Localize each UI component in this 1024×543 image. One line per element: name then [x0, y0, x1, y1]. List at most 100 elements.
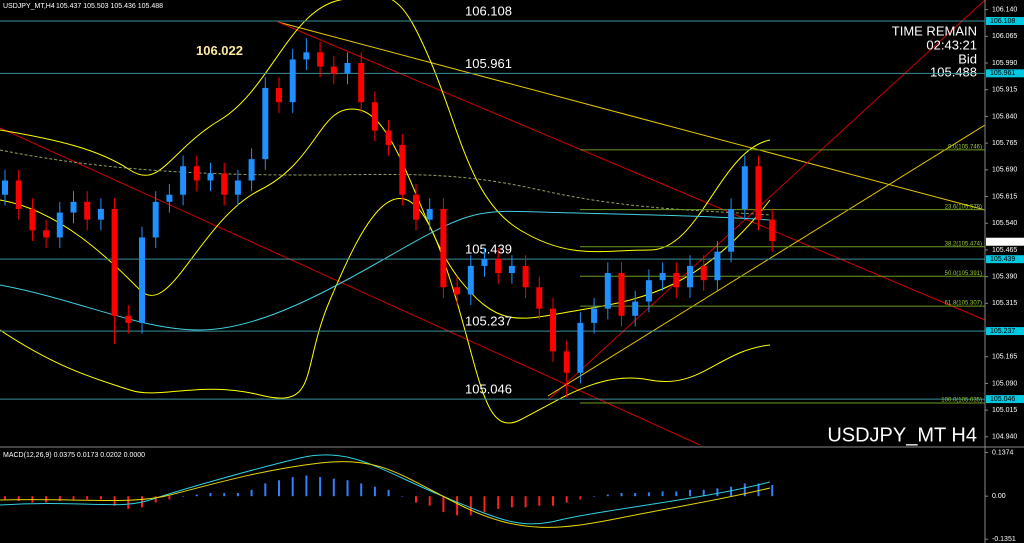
- macd-bar: [593, 496, 596, 497]
- level-label: 105.961: [465, 56, 512, 71]
- candle-body: [15, 180, 22, 209]
- macd-bar: [675, 491, 678, 497]
- macd-bar: [401, 496, 404, 497]
- y-tick-label: 105.465: [992, 247, 1017, 254]
- trend-line: [277, 21, 986, 211]
- macd-bar: [154, 496, 157, 503]
- macd-bar: [538, 496, 541, 506]
- macd-bar: [469, 496, 472, 516]
- candle-body: [481, 258, 488, 266]
- candle-body: [2, 180, 8, 195]
- fib-label: 38.2(105.474): [945, 241, 982, 247]
- macd-title: MACD(12,26,9) 0.0375 0.0173 0.0202 0.000…: [3, 452, 145, 459]
- band-line: [0, 0, 771, 253]
- candle-body: [495, 258, 502, 274]
- candle-body: [344, 63, 351, 74]
- macd-bar: [319, 477, 322, 497]
- macd-bar: [524, 496, 527, 508]
- macd-bar: [291, 477, 294, 497]
- level-axis-label: 105.439: [990, 256, 1015, 263]
- macd-bar: [689, 489, 691, 497]
- candle-body: [714, 251, 721, 281]
- macd-bar: [58, 496, 61, 501]
- macd-bar: [483, 496, 486, 513]
- candle-body: [358, 63, 365, 103]
- y-tick-label: 104.940: [992, 434, 1017, 441]
- level-marker: [986, 395, 1024, 404]
- candle-body: [317, 52, 324, 67]
- bid: 105.488: [930, 64, 977, 79]
- candle-body: [125, 315, 132, 323]
- signal-line: [0, 461, 771, 528]
- candle-body: [97, 208, 104, 220]
- macd-bar: [716, 488, 719, 497]
- level-marker: [986, 69, 1024, 78]
- candle-body: [399, 144, 406, 195]
- candle-body: [508, 265, 515, 274]
- macd-bar: [743, 483, 746, 497]
- y-tick-label: 105.015: [992, 407, 1017, 414]
- level-label: 105.439: [465, 242, 512, 257]
- macd-bar: [702, 489, 705, 497]
- fib-label: 50.0(105.391): [945, 271, 982, 277]
- macd-bar: [223, 493, 226, 497]
- candle-body: [385, 130, 392, 145]
- candle-body: [659, 273, 666, 281]
- fib-label: 100.0(105.035): [941, 398, 982, 404]
- macd-bar: [99, 496, 102, 500]
- macd-bar: [195, 494, 198, 497]
- macd-bar: [771, 485, 774, 497]
- candle-body: [248, 159, 255, 181]
- macd-bar: [360, 483, 363, 497]
- candle-body: [413, 194, 419, 220]
- macd-bar: [209, 493, 212, 497]
- candle-body: [645, 280, 652, 302]
- candle-body: [426, 208, 433, 220]
- candle-body: [769, 219, 776, 242]
- macd-bar: [332, 478, 335, 497]
- macd-bar: [305, 475, 308, 497]
- level-axis-label: 105.046: [990, 396, 1015, 403]
- y-tick-label: 106.140: [992, 6, 1017, 13]
- candle-body: [467, 265, 474, 295]
- macd-bar: [661, 491, 664, 497]
- macd-bar: [606, 494, 609, 497]
- y-tick-label: 105.615: [992, 193, 1017, 200]
- candle-body: [289, 59, 296, 103]
- y-tick-label: 105.990: [992, 60, 1017, 67]
- candle-body: [755, 166, 762, 220]
- candle-body: [234, 180, 241, 195]
- macd-bar: [497, 496, 500, 509]
- trend-line: [277, 21, 986, 321]
- macd-bar: [182, 496, 185, 497]
- candle-body: [604, 273, 611, 309]
- macd-tick-label: -0.1351: [992, 536, 1016, 543]
- candle-body: [618, 273, 625, 316]
- y-tick-label: 105.315: [992, 300, 1017, 307]
- macd-bar: [428, 496, 431, 506]
- candle-body: [303, 52, 310, 60]
- macd-bar: [250, 489, 253, 497]
- y-tick-label: 105.765: [992, 140, 1017, 147]
- y-tick-label: 105.690: [992, 167, 1017, 174]
- macd-bar: [510, 496, 513, 508]
- level-axis-label: 105.961: [990, 70, 1015, 77]
- fib-label: 61.8(105.307): [945, 301, 982, 307]
- macd-bar: [634, 493, 637, 497]
- trend-line: [547, 124, 986, 397]
- y-tick-label: 105.840: [992, 113, 1017, 120]
- bid-marker: [986, 237, 1024, 246]
- macd-bar: [757, 483, 760, 497]
- candle-body: [673, 273, 680, 288]
- macd-bar: [278, 480, 280, 497]
- candle-body: [591, 308, 598, 323]
- candle-body: [221, 173, 228, 195]
- macd-bar: [415, 496, 417, 503]
- candle-body: [440, 208, 447, 288]
- y-tick-label: 105.165: [992, 354, 1017, 361]
- y-tick-label: 106.065: [992, 33, 1017, 40]
- candle-body: [700, 265, 707, 281]
- macd-tick-label: 0.00: [992, 493, 1006, 500]
- macd-bar: [346, 480, 349, 497]
- macd-bar: [168, 496, 171, 500]
